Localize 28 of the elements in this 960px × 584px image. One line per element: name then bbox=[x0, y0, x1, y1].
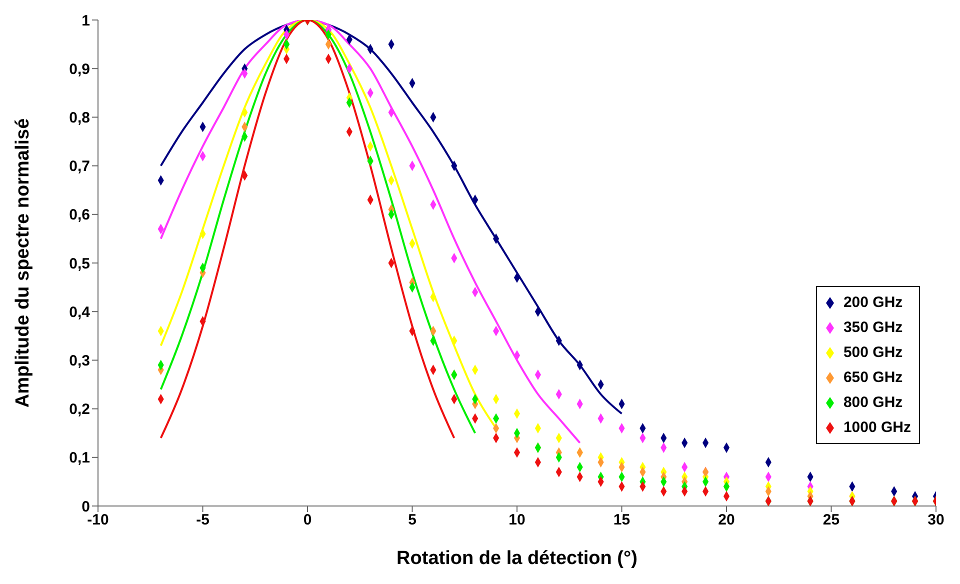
y-tick-label: 0,7 bbox=[69, 158, 90, 176]
y-tick-label: 0,4 bbox=[69, 304, 91, 321]
x-tick-label: -10 bbox=[87, 512, 109, 529]
y-tick-label: 0,5 bbox=[69, 255, 90, 272]
legend-label: 650 GHz bbox=[843, 368, 903, 388]
x-tick-label: 10 bbox=[508, 512, 526, 529]
y-tick-label: 0,8 bbox=[69, 110, 90, 127]
y-tick-label: 0,3 bbox=[69, 352, 90, 370]
legend-label: 800 GHz bbox=[843, 393, 903, 413]
y-tick-label: 0,2 bbox=[69, 401, 90, 418]
x-tick-label: 25 bbox=[822, 512, 840, 529]
legend-label: 350 GHz bbox=[843, 318, 903, 338]
y-tick-label: 1 bbox=[82, 12, 90, 30]
y-tick-label: 0 bbox=[82, 498, 90, 516]
legend-label: 500 GHz bbox=[843, 343, 903, 363]
y-axis-title: Amplitude du spectre normalisé bbox=[12, 118, 34, 408]
legend-label: 1000 GHz bbox=[843, 418, 911, 438]
x-tick-label: 0 bbox=[303, 512, 312, 529]
y-tick-label: 0,6 bbox=[69, 206, 90, 224]
x-tick-label: 5 bbox=[408, 512, 416, 529]
x-tick-label: 15 bbox=[613, 512, 630, 529]
y-tick-label: 0,9 bbox=[69, 60, 90, 78]
legend-label: 200 GHz bbox=[843, 293, 903, 313]
x-tick-label: -5 bbox=[196, 512, 210, 529]
x-tick-label: 20 bbox=[718, 512, 735, 529]
x-tick-label: 30 bbox=[928, 512, 944, 529]
x-axis-title: Rotation de la détection (°) bbox=[396, 548, 638, 569]
y-tick-label: 0,1 bbox=[69, 450, 90, 467]
